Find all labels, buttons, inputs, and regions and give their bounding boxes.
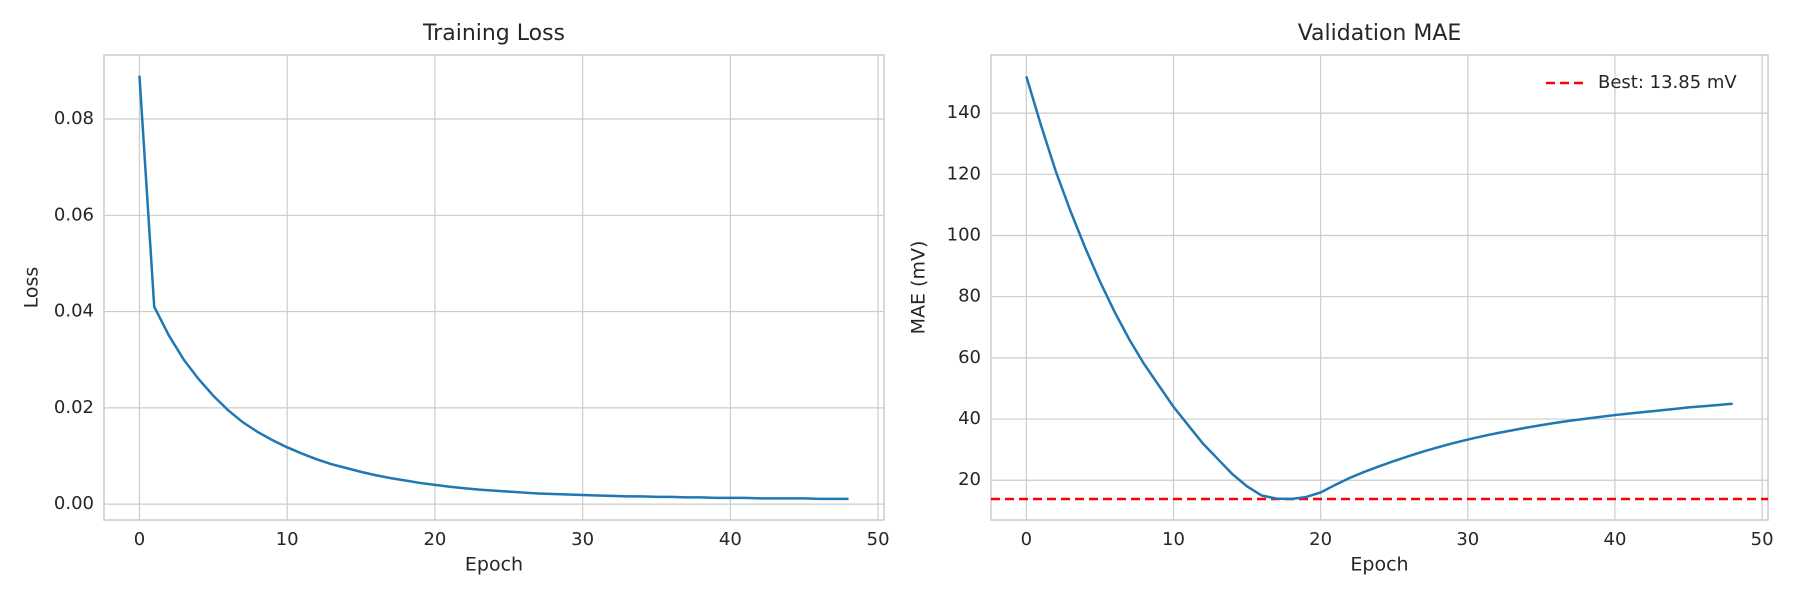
y-tick-label: 0.00 xyxy=(54,493,94,514)
x-tick-label: 20 xyxy=(1309,529,1332,550)
y-axis-label: Loss xyxy=(21,267,43,309)
y-tick-label: 140 xyxy=(947,102,981,123)
x-tick-label: 10 xyxy=(276,529,299,550)
plot-frame xyxy=(990,54,1769,521)
x-tick-label: 50 xyxy=(867,529,890,550)
y-tick-label: 120 xyxy=(947,163,981,184)
y-tick-label: 60 xyxy=(958,347,981,368)
x-tick-label: 30 xyxy=(1456,529,1479,550)
y-tick-label: 0.06 xyxy=(54,204,94,225)
x-tick-label: 0 xyxy=(134,529,145,550)
x-tick-label: 0 xyxy=(1021,529,1032,550)
x-tick-label: 40 xyxy=(1604,529,1627,550)
y-tick-label: 40 xyxy=(958,408,981,429)
x-tick-label: 40 xyxy=(719,529,742,550)
x-tick-label: 30 xyxy=(571,529,594,550)
y-tick-label: 80 xyxy=(958,286,981,307)
x-tick-label: 20 xyxy=(423,529,446,550)
x-tick-label: 10 xyxy=(1162,529,1185,550)
y-axis-label: MAE (mV) xyxy=(908,241,930,335)
y-tick-label: 0.08 xyxy=(54,108,94,129)
x-axis-label: Epoch xyxy=(465,554,523,576)
y-tick-label: 0.02 xyxy=(54,397,94,418)
data-line xyxy=(138,75,849,501)
data-line xyxy=(1025,76,1733,501)
chart-title: Training Loss xyxy=(422,21,565,46)
plot-frame xyxy=(103,54,885,521)
y-tick-label: 100 xyxy=(947,224,981,245)
y-tick-label: 0.04 xyxy=(54,301,94,322)
x-axis-label: Epoch xyxy=(1350,554,1408,576)
x-tick-label: 50 xyxy=(1751,529,1774,550)
chart-title: Validation MAE xyxy=(1298,21,1462,46)
legend-label: Best: 13.85 mV xyxy=(1598,72,1737,93)
y-tick-label: 20 xyxy=(958,469,981,490)
